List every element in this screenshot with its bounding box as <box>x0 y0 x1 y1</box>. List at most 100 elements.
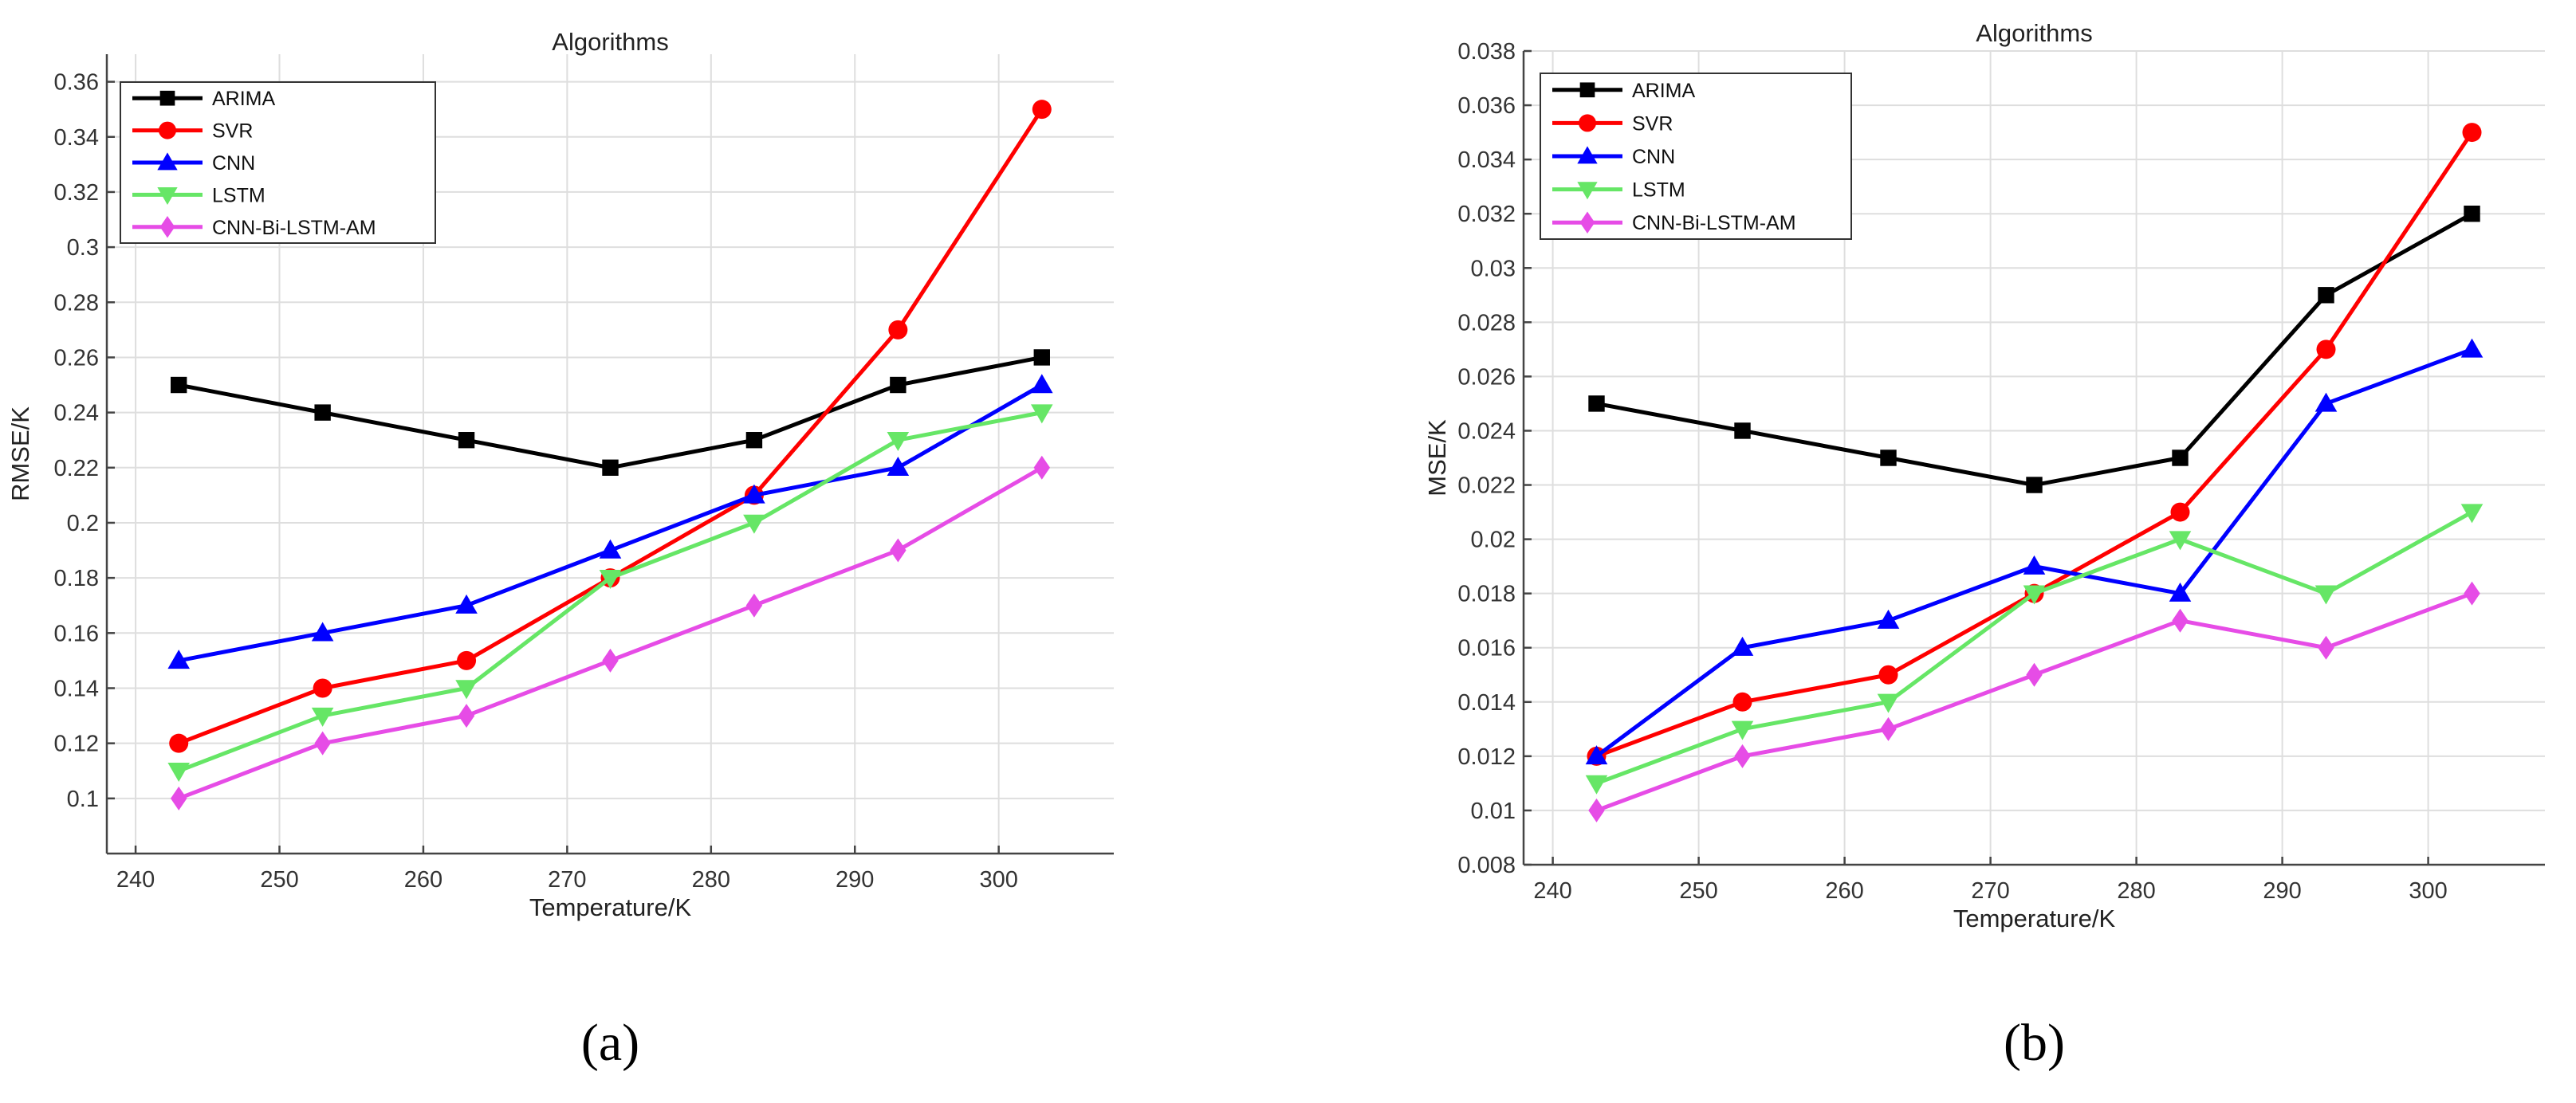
y-tick-label: 0.34 <box>54 125 99 151</box>
legend-label: ARIMA <box>1632 80 1696 102</box>
legend-label: CNN <box>212 152 255 175</box>
x-tick-label: 290 <box>2263 878 2301 904</box>
data-point <box>2023 555 2046 575</box>
y-tick-label: 0.14 <box>54 676 99 701</box>
data-point <box>1732 692 1752 712</box>
data-point <box>314 731 331 756</box>
data-point <box>311 622 334 642</box>
data-point <box>1030 374 1053 394</box>
y-tick-label: 0.028 <box>1457 310 1516 336</box>
y-tick-label: 0.018 <box>1457 582 1516 607</box>
series-cnn-bi-lstm-am <box>171 455 1050 811</box>
x-tick-label: 300 <box>2409 878 2447 904</box>
data-point <box>1585 745 1608 765</box>
y-tick-label: 0.032 <box>1457 202 1516 227</box>
panel-label: (b) <box>2004 1014 2065 1072</box>
data-point <box>2460 504 2484 524</box>
legend-marker <box>157 152 178 171</box>
data-point <box>311 707 334 727</box>
data-point <box>2464 581 2480 606</box>
y-tick-label: 0.038 <box>1457 39 1516 65</box>
legend: ARIMA SVR CNN LSTM CNN-Bi-LSTM-AM <box>120 81 436 244</box>
y-tick-label: 0.022 <box>1457 473 1516 499</box>
series-lstm <box>1585 504 2484 795</box>
x-tick-label: 280 <box>2117 878 2155 904</box>
y-tick-label: 0.034 <box>1457 147 1516 173</box>
data-point <box>167 650 191 669</box>
data-point <box>1877 693 1900 713</box>
data-point <box>1585 775 1608 795</box>
data-point <box>1033 455 1050 480</box>
legend: ARIMA SVR CNN LSTM CNN-Bi-LSTM-AM <box>1540 73 1852 240</box>
legend-marker <box>1577 146 1598 164</box>
legend-label: LSTM <box>212 184 265 206</box>
data-point <box>2170 502 2190 522</box>
chart-b: 240 250 260 270 280 290 300 0.008 0.01 0.012 0.014… <box>1423 19 2545 1072</box>
legend-label: LSTM <box>1632 179 1685 202</box>
data-point <box>1030 404 1053 424</box>
data-point <box>458 704 475 728</box>
x-tick-label: 250 <box>1679 878 1717 904</box>
x-tick-label: 240 <box>116 867 155 893</box>
y-tick-label: 0.22 <box>54 456 99 481</box>
legend-marker <box>1579 114 1596 132</box>
x-tick-label: 260 <box>404 867 442 893</box>
data-point <box>2169 582 2192 602</box>
x-tick-label: 270 <box>1971 878 2009 904</box>
data-point <box>1878 665 1898 685</box>
series-cnn-bi-lstm-am <box>1588 581 2480 822</box>
series-line <box>1596 212 2473 488</box>
data-point <box>2462 123 2482 143</box>
data-point <box>1880 716 1897 741</box>
series-cnn <box>167 374 1053 669</box>
x-axis-label: Temperature/K <box>1953 905 2116 932</box>
y-tick-label: 0.036 <box>1457 93 1516 119</box>
data-point <box>1880 449 1897 466</box>
data-point <box>1033 349 1050 366</box>
data-point <box>455 594 478 614</box>
y-tick-label: 0.01 <box>1471 799 1516 824</box>
data-point <box>1588 798 1605 822</box>
y-tick-label: 0.016 <box>1457 636 1516 661</box>
data-point <box>745 593 763 618</box>
y-tick-label: 0.24 <box>54 401 99 426</box>
x-tick-label: 270 <box>548 867 586 893</box>
data-point <box>167 763 191 783</box>
y-tick-label: 0.26 <box>54 345 99 371</box>
legend-label: CNN <box>1632 146 1675 168</box>
data-point <box>1731 720 1754 740</box>
data-point <box>314 404 331 421</box>
data-point <box>887 456 910 476</box>
data-point <box>458 432 475 449</box>
data-point <box>2026 662 2043 687</box>
data-point <box>888 320 908 340</box>
data-point <box>2023 585 2046 605</box>
legend-marker <box>1577 182 1598 200</box>
data-point <box>171 786 187 811</box>
x-tick-label: 240 <box>1533 878 1571 904</box>
y-tick-label: 0.16 <box>54 621 99 646</box>
y-tick-label: 0.32 <box>54 180 99 206</box>
y-tick-label: 0.03 <box>1471 256 1516 281</box>
data-point <box>1734 744 1751 768</box>
data-point <box>2172 449 2189 466</box>
panel-label: (a) <box>581 1014 639 1072</box>
data-point <box>745 432 763 449</box>
chart-title: Algorithms <box>552 28 668 56</box>
x-tick-label: 300 <box>979 867 1017 893</box>
legend-marker <box>1579 82 1595 98</box>
chart-title: Algorithms <box>1976 19 2092 47</box>
y-tick-label: 0.36 <box>54 70 99 96</box>
data-point <box>2026 477 2043 493</box>
x-axis-label: Temperature/K <box>529 893 692 921</box>
series-arima <box>1588 206 2480 493</box>
legend-marker <box>157 187 178 206</box>
legend-label: ARIMA <box>212 88 276 110</box>
legend-label: SVR <box>212 120 253 143</box>
x-tick-label: 250 <box>260 867 298 893</box>
legend-marker <box>159 90 175 106</box>
y-tick-label: 0.2 <box>67 511 99 536</box>
data-point <box>457 650 477 670</box>
data-point <box>602 459 619 476</box>
